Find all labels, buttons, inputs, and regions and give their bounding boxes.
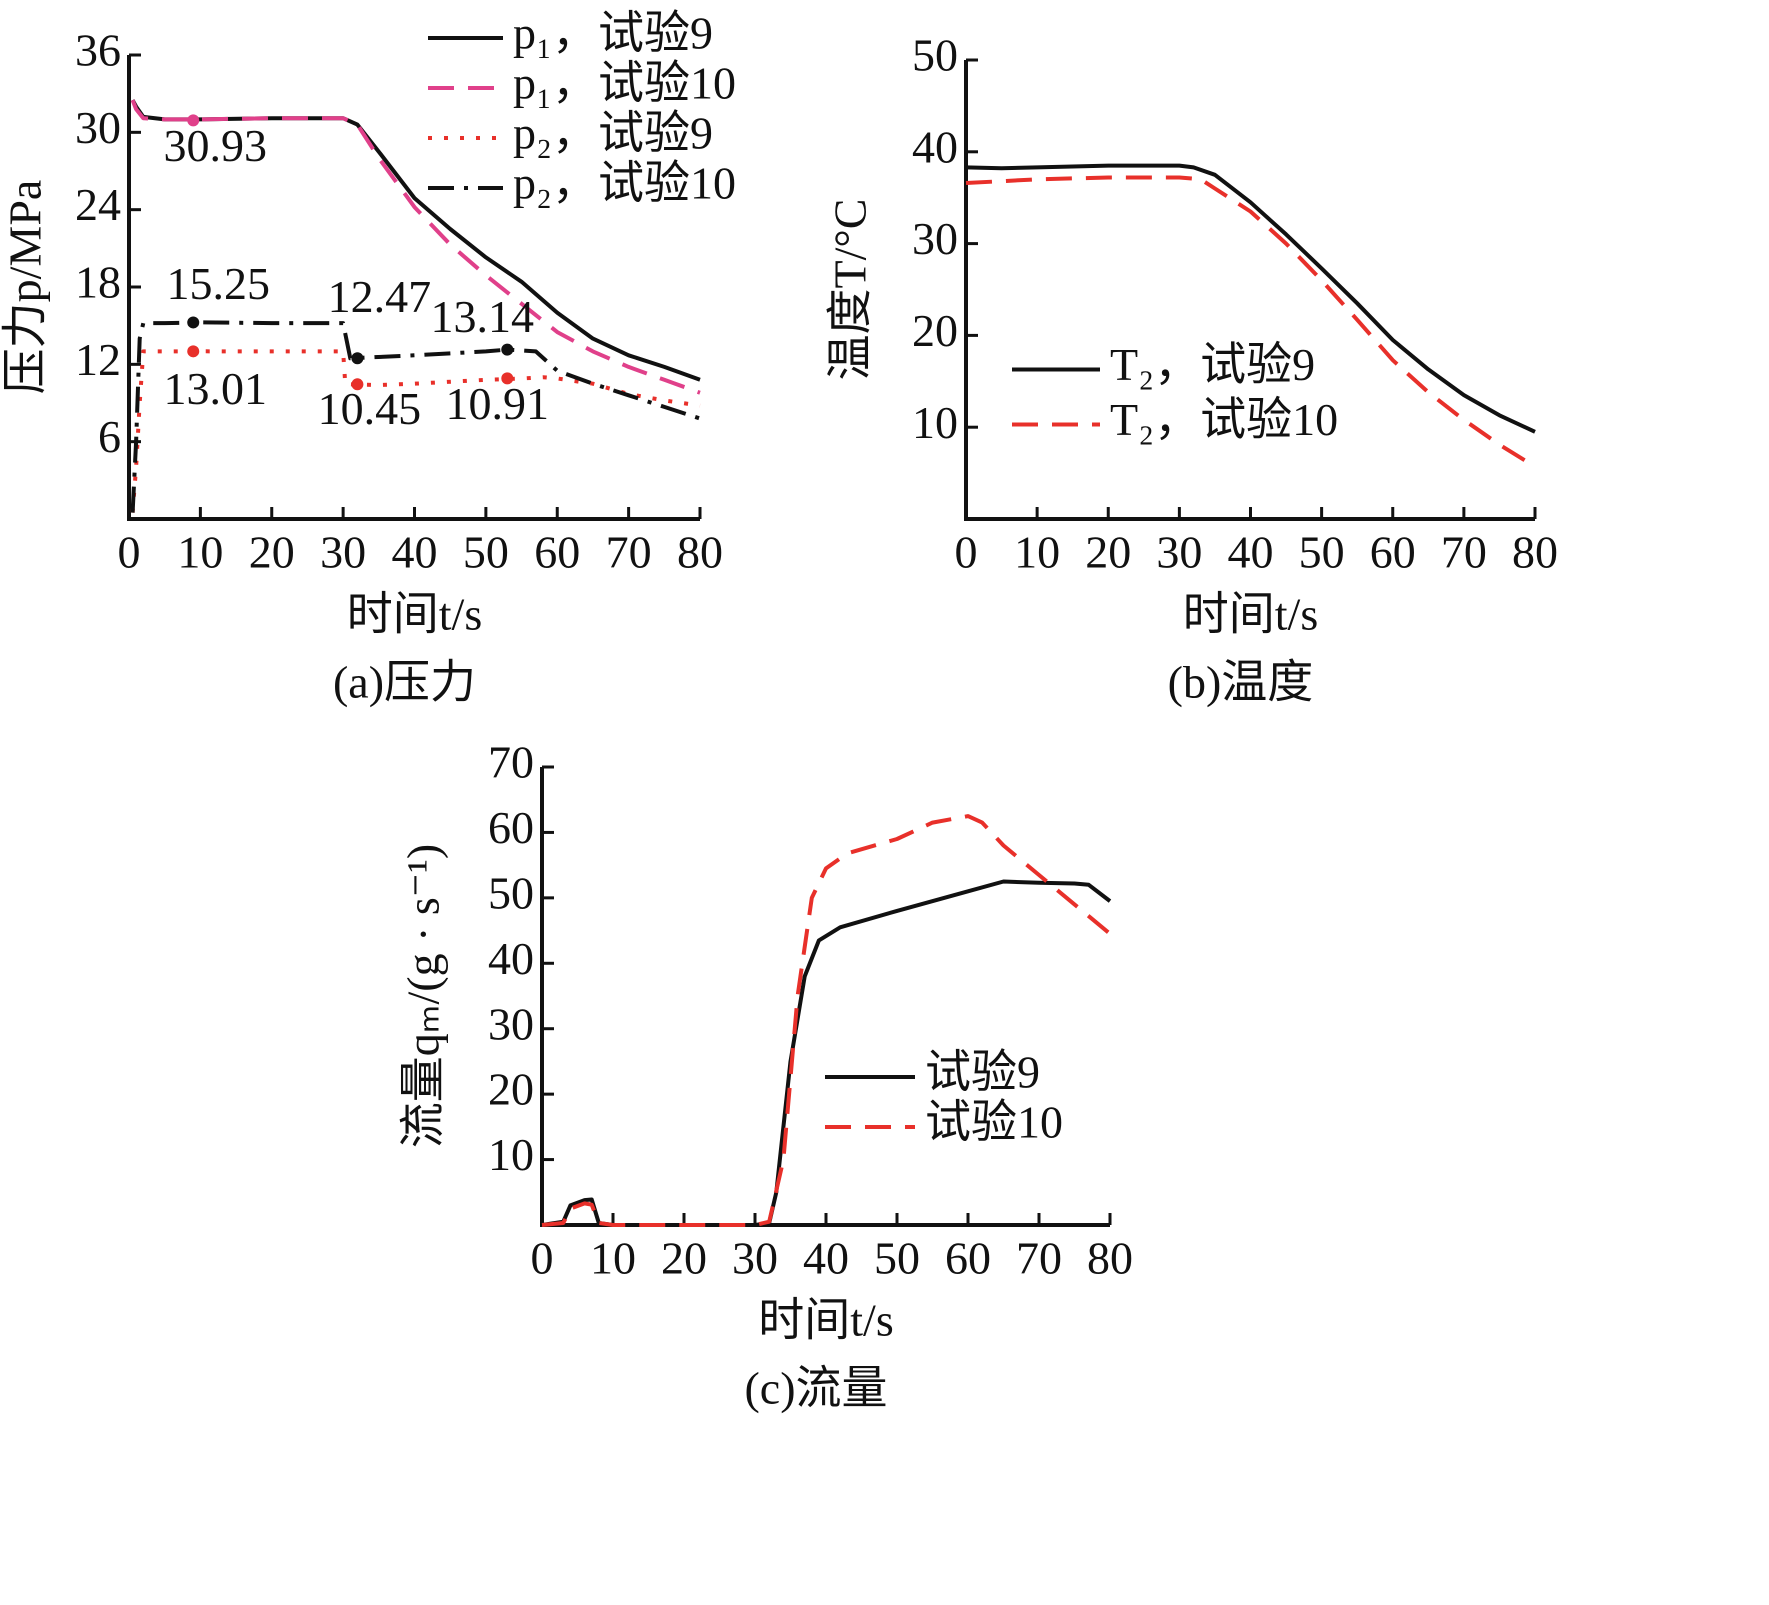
x-tick-label: 30 — [1156, 527, 1202, 578]
y-tick-label: 24 — [75, 179, 121, 230]
annotation: 10.91 — [446, 378, 550, 429]
annotation: 13.14 — [431, 291, 535, 342]
data-line — [130, 320, 701, 513]
x-tick-label: 10 — [590, 1233, 636, 1284]
x-tick-label: 30 — [320, 527, 366, 578]
x-axis-label: 时间t/s — [758, 1295, 893, 1346]
caption: (c)流量 — [744, 1363, 887, 1414]
x-tick-label: 70 — [1441, 527, 1487, 578]
y-axis-label: 流量qₘ/(g · s⁻¹) — [398, 844, 449, 1148]
annotation: 15.25 — [166, 258, 270, 309]
x-tick-label: 40 — [803, 1233, 849, 1284]
y-tick-label: 30 — [75, 102, 121, 153]
y-tick-label: 60 — [488, 802, 534, 853]
x-tick-label: 80 — [1087, 1233, 1133, 1284]
y-tick-label: 20 — [912, 305, 958, 356]
x-tick-label: 0 — [118, 527, 141, 578]
x-tick-label: 80 — [1512, 527, 1558, 578]
data-line — [130, 99, 701, 395]
x-tick-label: 40 — [1228, 527, 1274, 578]
x-tick-label: 20 — [249, 527, 295, 578]
x-tick-label: 20 — [661, 1233, 707, 1284]
x-tick-label: 50 — [1299, 527, 1345, 578]
y-tick-label: 30 — [488, 998, 534, 1049]
legend-label: T₂，试验10 — [1110, 394, 1338, 445]
x-axis-label: 时间t/s — [347, 589, 482, 640]
x-tick-label: 40 — [392, 527, 438, 578]
annotation-point — [187, 114, 200, 127]
caption: (a)压力 — [333, 657, 476, 708]
legend-label: p₂，试验10 — [513, 158, 736, 209]
x-tick-label: 50 — [874, 1233, 920, 1284]
y-tick-label: 36 — [75, 25, 121, 76]
annotation: 13.01 — [163, 363, 267, 414]
y-tick-label: 6 — [98, 411, 121, 462]
legend-label: p₂，试验9 — [513, 108, 713, 159]
data-line — [541, 814, 1112, 1227]
x-tick-label: 60 — [945, 1233, 991, 1284]
x-tick-label: 80 — [677, 527, 723, 578]
y-tick-label: 10 — [912, 397, 958, 448]
x-tick-label: 10 — [1014, 527, 1060, 578]
y-tick-label: 50 — [912, 30, 958, 81]
x-tick-label: 0 — [531, 1233, 554, 1284]
data-line — [965, 163, 1536, 434]
annotation-point — [501, 372, 514, 385]
x-tick-label: 60 — [1370, 527, 1416, 578]
legend-label: 试验10 — [925, 1097, 1063, 1148]
legend-label: T₂，试验9 — [1110, 339, 1315, 390]
x-tick-label: 60 — [534, 527, 580, 578]
x-tick-label: 50 — [463, 527, 509, 578]
annotation: 12.47 — [328, 271, 432, 322]
annotation-point — [351, 378, 364, 391]
y-tick-label: 30 — [912, 213, 958, 264]
x-tick-label: 10 — [177, 527, 223, 578]
y-tick-label: 18 — [75, 257, 121, 308]
x-tick-label: 30 — [732, 1233, 778, 1284]
data-line — [130, 99, 701, 382]
annotation: 30.93 — [163, 120, 267, 171]
annotation-point — [501, 343, 514, 356]
y-tick-label: 70 — [488, 737, 534, 788]
legend-label: 试验9 — [925, 1047, 1040, 1098]
annotation-point — [351, 352, 364, 365]
y-tick-label: 50 — [488, 867, 534, 918]
annotation-point — [187, 316, 200, 329]
legend-label: p₁，试验9 — [513, 8, 713, 59]
y-tick-label: 10 — [488, 1129, 534, 1180]
x-tick-label: 70 — [1016, 1233, 1062, 1284]
x-tick-label: 0 — [955, 527, 978, 578]
y-tick-label: 40 — [488, 933, 534, 984]
data-line — [965, 175, 1537, 469]
y-axis-label: 压力p/MPa — [0, 180, 51, 395]
annotation-point — [187, 345, 200, 358]
annotation: 10.45 — [318, 383, 422, 434]
caption: (b)温度 — [1168, 657, 1314, 708]
legend-label: p₁，试验10 — [513, 58, 736, 109]
y-axis-label: 温度T/°C — [825, 199, 876, 381]
y-tick-label: 12 — [75, 334, 121, 385]
x-axis-label: 时间t/s — [1183, 589, 1318, 640]
x-tick-label: 70 — [606, 527, 652, 578]
data-line — [130, 349, 701, 513]
x-tick-label: 20 — [1085, 527, 1131, 578]
y-tick-label: 40 — [912, 121, 958, 172]
y-tick-label: 20 — [488, 1064, 534, 1115]
